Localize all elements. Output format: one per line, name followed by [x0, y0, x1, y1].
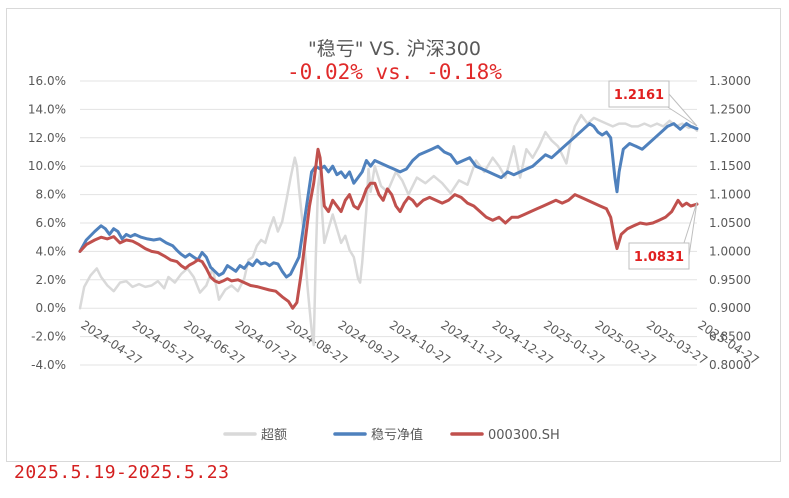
y-right-tick-label: 1.2000	[709, 131, 751, 145]
y-left-tick-label: 8.0%	[36, 188, 67, 202]
y-right-tick-label: 0.9000	[709, 301, 751, 315]
y-left-tick-label: -4.0%	[31, 358, 66, 372]
legend-label: 000300.SH	[488, 428, 560, 443]
chart-subtitle: -0.02% vs. -0.18%	[287, 60, 502, 84]
y-right-tick-label: 1.0500	[709, 216, 751, 230]
y-right-tick-label: 1.1500	[709, 159, 751, 173]
y-left-tick-label: 6.0%	[36, 216, 67, 230]
series-line-000300.SH	[78, 147, 699, 310]
callout-value-label: 1.0831	[634, 250, 684, 265]
y-left-tick-label: 14.0%	[28, 102, 66, 116]
series-line-稳亏净值	[78, 122, 699, 279]
chart-title: "稳亏" VS. 沪深300	[308, 38, 481, 60]
y-right-tick-label: 1.1000	[709, 188, 751, 202]
y-right-tick-label: 0.8000	[709, 358, 751, 372]
callout-box	[628, 242, 690, 270]
y-right-tick-label: 0.8500	[709, 330, 751, 344]
y-left-tick-label: 4.0%	[36, 244, 67, 258]
y-left-tick-label: -2.0%	[31, 330, 66, 344]
y-left-tick-label: 12.0%	[28, 131, 66, 145]
legend-label: 稳亏净值	[371, 427, 423, 443]
y-right-tick-label: 1.2500	[709, 102, 751, 116]
y-left-tick-label: 16.0%	[28, 74, 66, 88]
callout-value-label: 1.2161	[614, 88, 664, 103]
y-right-tick-label: 1.0000	[709, 244, 751, 258]
date-range-label: 2025.5.19-2025.5.23	[14, 462, 230, 483]
y-left-tick-label: 2.0%	[36, 273, 67, 287]
y-left-tick-label: 10.0%	[28, 159, 66, 173]
series-line-超额	[78, 113, 699, 347]
y-right-tick-label: 0.9500	[709, 273, 751, 287]
legend-label: 超额	[261, 428, 287, 443]
y-right-tick-label: 1.3000	[709, 74, 751, 88]
callout-box	[608, 80, 670, 108]
y-left-tick-label: 0.0%	[36, 301, 67, 315]
